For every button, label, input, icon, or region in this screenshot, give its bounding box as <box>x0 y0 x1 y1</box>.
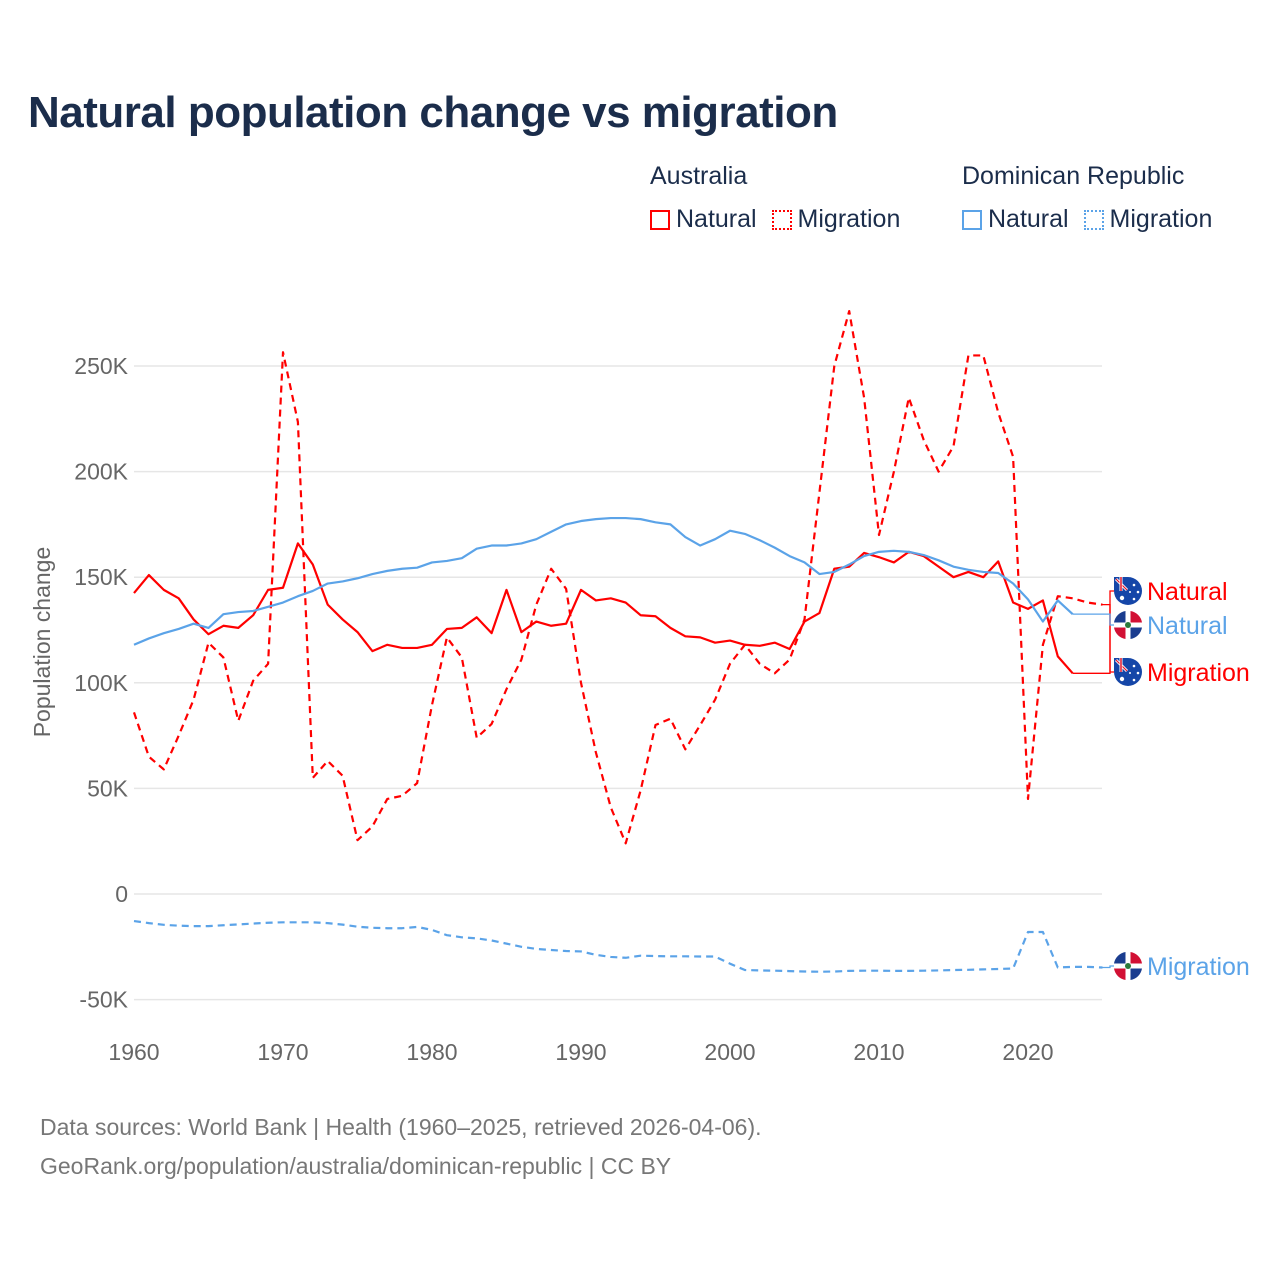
y-tick-label: 250K <box>74 353 128 379</box>
series-line-dominican-republic-migration[interactable] <box>133 919 1103 973</box>
series-end-label: Migration <box>1147 953 1250 981</box>
legend-label: Migration <box>797 205 901 233</box>
legend-group-name: Australia <box>650 162 748 190</box>
legend-group-australia: Australia Natural Migration <box>650 162 908 237</box>
y-tick-label: 150K <box>74 564 128 590</box>
series-line-dominican-republic-natural[interactable] <box>133 516 1074 646</box>
legend-item-dominican-natural[interactable]: Natural <box>962 205 1069 234</box>
dominican-republic-flag-icon <box>1114 611 1142 639</box>
legend-label: Natural <box>988 205 1069 233</box>
y-tick-label: 100K <box>74 670 128 696</box>
label-connector <box>1102 965 1114 969</box>
label-connector <box>1102 604 1114 673</box>
dotted-swatch-icon <box>771 209 792 230</box>
data-source-text: Data sources: World Bank | Health (1960–… <box>40 1114 762 1140</box>
x-tick-label: 2000 <box>704 1039 755 1065</box>
x-tick-label: 2020 <box>1002 1039 1053 1065</box>
y-tick-label: 200K <box>74 459 128 485</box>
series-end-label: Migration <box>1147 659 1250 687</box>
series-line-australia-migration[interactable] <box>132 309 1103 845</box>
y-tick-label: 50K <box>87 775 129 801</box>
x-tick-label: 1970 <box>257 1039 308 1065</box>
x-tick-label: 1960 <box>108 1039 159 1065</box>
y-axis-label: Population change <box>29 547 55 738</box>
legend-item-dominican-migration[interactable]: Migration <box>1083 205 1213 234</box>
x-tick-label: 2010 <box>853 1039 904 1065</box>
legend-label: Migration <box>1109 205 1213 233</box>
australia-flag-icon <box>1114 658 1142 686</box>
solid-swatch-icon <box>962 209 982 230</box>
series-end-label: Natural <box>1147 578 1228 606</box>
series-end-label: Natural <box>1147 612 1228 640</box>
legend-group-name: Dominican Republic <box>962 162 1185 190</box>
solid-swatch-icon <box>650 209 670 230</box>
footer: Data sources: World Bank | Health (1960–… <box>40 1108 762 1186</box>
label-connector <box>1072 613 1114 626</box>
y-tick-label: 0 <box>115 881 128 907</box>
chart-title: Natural population change vs migration <box>28 88 838 137</box>
legend-item-australia-migration[interactable]: Migration <box>771 205 901 234</box>
x-tick-label: 1980 <box>406 1039 457 1065</box>
source-link[interactable]: GeoRank.org/population/australia/dominic… <box>40 1153 672 1179</box>
legend-item-australia-natural[interactable]: Natural <box>650 205 757 234</box>
y-tick-label: -50K <box>79 987 128 1013</box>
legend-group-dominican-republic: Dominican Republic Natural Migration <box>962 162 1220 237</box>
australia-flag-icon <box>1114 577 1142 605</box>
dotted-swatch-icon <box>1083 209 1104 230</box>
legend-label: Natural <box>676 205 757 233</box>
series-line-australia-natural[interactable] <box>133 542 1074 675</box>
x-tick-label: 1990 <box>555 1039 606 1065</box>
dominican-republic-flag-icon <box>1114 952 1142 980</box>
